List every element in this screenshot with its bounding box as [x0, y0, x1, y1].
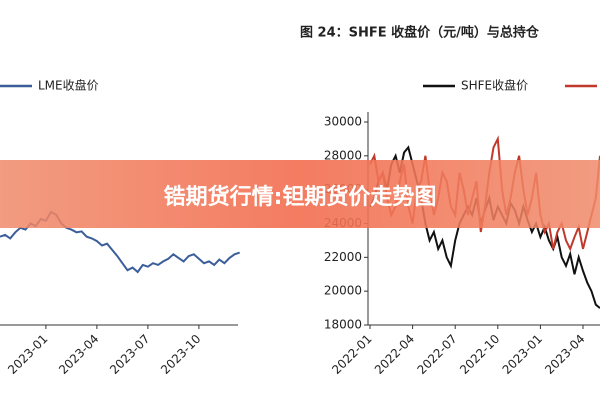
x-tick-label: 2023-01	[500, 332, 545, 377]
y-tick-label: 20000	[324, 284, 362, 298]
x-tick-label: 2023-01	[5, 332, 50, 377]
x-tick-label: 2023-04	[542, 332, 587, 377]
x-tick-label: 2023-07	[107, 332, 152, 377]
y-tick-label: 30000	[324, 115, 362, 129]
x-tick-label: 2023-10	[158, 332, 203, 377]
y-tick-label: 28000	[324, 148, 362, 162]
y-tick-label: 18000	[324, 318, 362, 332]
x-tick-label: 2023-04	[56, 332, 101, 377]
legend-label: SHFE收盘价	[461, 78, 528, 93]
x-tick-label: 2022-07	[414, 332, 459, 377]
x-tick-label: 2022-04	[372, 332, 417, 377]
banner-bg	[0, 160, 600, 228]
banner-title: 锆期货行情:钽期货价走势图	[164, 184, 437, 210]
legend-label: LME收盘价	[38, 78, 99, 93]
chart-title: 图 24：SHFE 收盘价（元/吨）与总持仓	[300, 25, 540, 41]
x-tick-label: 2022-01	[329, 332, 374, 377]
y-tick-label: 22000	[324, 250, 362, 264]
x-tick-label: 2022-10	[457, 332, 502, 377]
